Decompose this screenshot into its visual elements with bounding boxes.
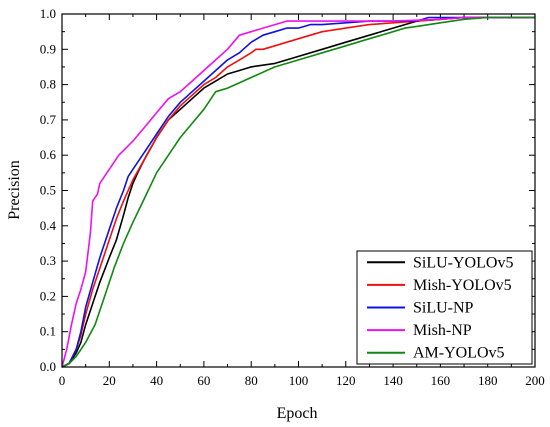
legend-label: Mish-NP [413, 322, 472, 339]
y-tick-label: 0.2 [40, 288, 56, 303]
x-tick-label: 60 [197, 373, 210, 388]
y-tick-label: 0.7 [40, 112, 57, 127]
plot-border [61, 13, 536, 368]
x-tick-label: 0 [59, 373, 66, 388]
legend-label: AM-YOLOv5 [413, 345, 505, 362]
x-tick-label: 200 [525, 373, 545, 388]
x-tick-label: 80 [245, 373, 258, 388]
x-axis-title: Epoch [277, 405, 318, 422]
y-tick-label: 0.8 [40, 77, 56, 92]
x-tick-label: 180 [478, 373, 498, 388]
legend-label: SiLU-YOLOv5 [413, 254, 513, 271]
x-tick-label: 40 [150, 373, 163, 388]
y-tick-label: 0.6 [40, 147, 57, 162]
series-line-silu-yolov5 [61, 16, 535, 368]
legend-label: SiLU-NP [413, 300, 474, 317]
x-tick-label: 160 [431, 373, 451, 388]
series-line-mish-yolov5 [61, 16, 535, 368]
y-tick-label: 0.3 [40, 253, 56, 268]
series-line-am-yolov5 [61, 16, 535, 368]
x-tick-label: 120 [336, 373, 356, 388]
x-tick-label: 140 [383, 373, 403, 388]
y-tick-label: 0.0 [40, 359, 56, 374]
x-tick-label: 100 [289, 373, 309, 388]
y-tick-label: 0.1 [40, 324, 56, 339]
y-tick-label: 0.5 [40, 183, 56, 198]
legend-label: Mish-YOLOv5 [413, 277, 512, 294]
legend-box [356, 250, 533, 365]
series-line-mish-np [61, 16, 535, 368]
series-lines [61, 16, 535, 368]
legend: SiLU-YOLOv5 Mish-YOLOv5 SiLU-NP Mish-NP AM-Y… [356, 250, 533, 365]
y-axis-title: Precision [6, 160, 23, 220]
series-line-silu-np [61, 16, 535, 368]
y-tick-label: 0.4 [40, 218, 57, 233]
axes: 0 20 40 60 80 100 120 140 160 180 200 0.0 0.1 0.2 0.3 0… [40, 6, 545, 388]
x-tick-label: 20 [103, 373, 116, 388]
y-tick-label: 0.9 [40, 41, 56, 56]
plot-frame [61, 13, 536, 368]
y-tick-label: 1.0 [40, 6, 56, 21]
